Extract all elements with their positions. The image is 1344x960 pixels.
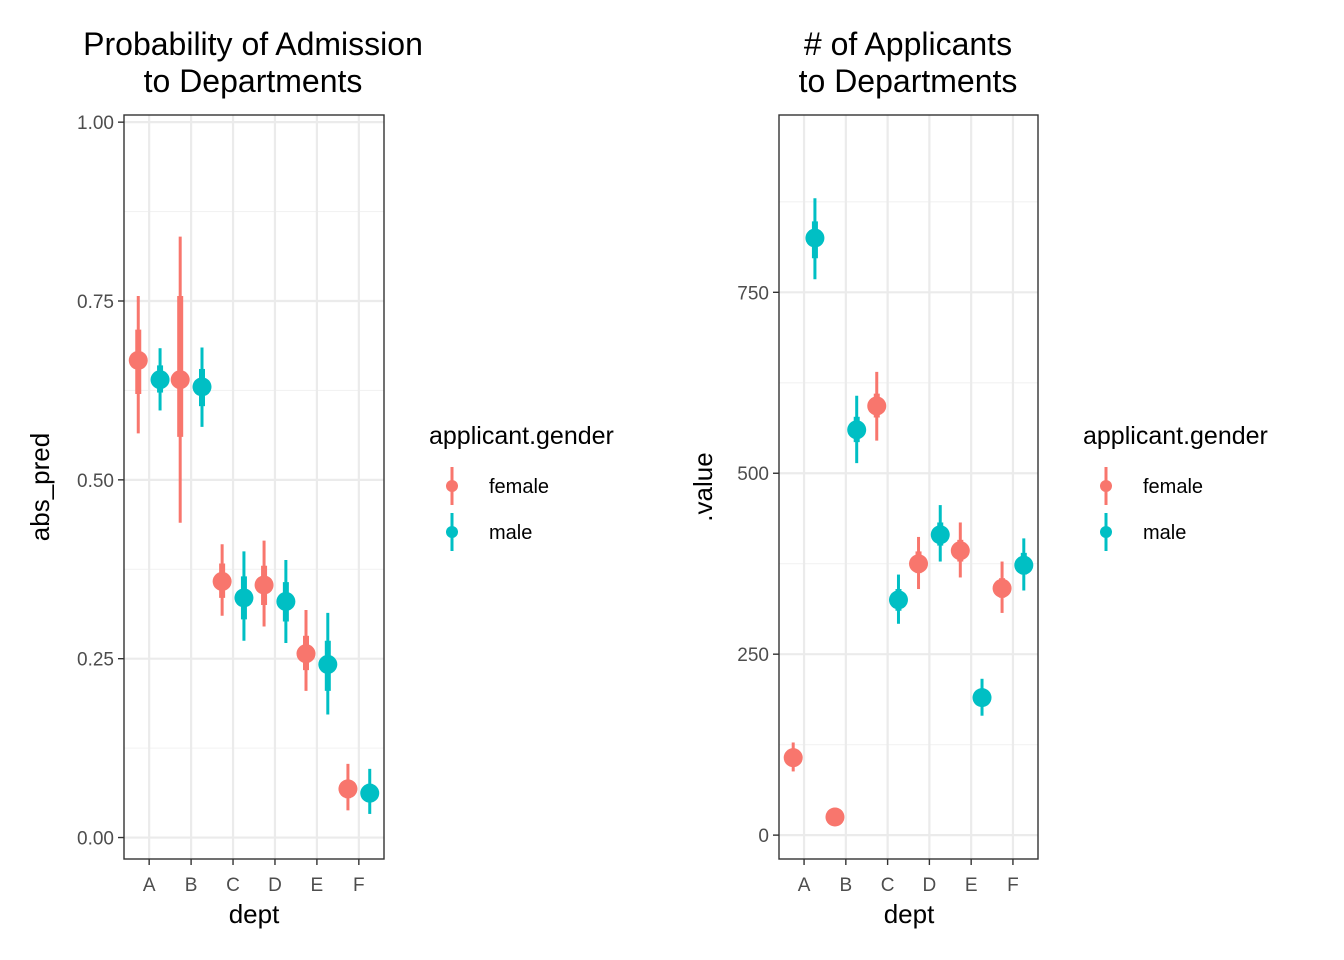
y-tick-label: 250	[737, 645, 769, 666]
x-tick-label: D	[268, 875, 282, 896]
data-point	[805, 228, 825, 248]
y-tick-label: 0	[758, 826, 769, 847]
data-point	[992, 578, 1012, 598]
data-point	[318, 654, 338, 674]
chart-title-line-2: to Departments	[144, 63, 363, 99]
plot-grid	[124, 115, 384, 859]
plot-axes: 0.00 0.25 0.50 0.75 1.00 A B C D E F	[77, 113, 365, 896]
applicant-count-chart: # of Applicants to Departments 0 250 500 75…	[688, 26, 1268, 929]
x-tick-label: E	[311, 875, 324, 896]
x-tick-label: B	[839, 875, 852, 896]
data-point	[170, 370, 190, 390]
data-point	[338, 779, 358, 799]
chart-title-line-1: Probability of Admission	[83, 26, 423, 62]
data-point	[276, 591, 296, 611]
data-point	[888, 590, 908, 610]
data-point	[212, 571, 232, 591]
data-point	[930, 525, 950, 545]
x-tick-label: A	[143, 875, 156, 896]
plot-marks	[783, 198, 1034, 827]
data-point	[296, 644, 316, 664]
legend-key-point	[446, 480, 458, 492]
x-tick-label: F	[1007, 875, 1019, 896]
data-point	[1014, 555, 1034, 575]
admission-probability-chart: Probability of Admission to Departments …	[25, 26, 614, 929]
data-point	[128, 350, 148, 370]
legend-key-point	[446, 526, 458, 538]
y-tick-label: 0.00	[77, 829, 114, 850]
data-point	[192, 377, 212, 397]
x-axis-title: dept	[884, 899, 935, 929]
y-tick-label: 0.25	[77, 650, 114, 671]
legend-key-point	[1100, 526, 1112, 538]
legend-item-label: female	[489, 476, 549, 498]
data-point	[825, 807, 845, 827]
legend-key-point	[1100, 480, 1112, 492]
data-point	[783, 748, 803, 768]
legend-item-label: female	[1143, 476, 1203, 498]
data-point	[972, 688, 992, 708]
data-point	[909, 554, 929, 574]
data-point	[150, 370, 170, 390]
y-tick-label: 750	[737, 283, 769, 304]
y-axis-title: .value	[688, 452, 718, 521]
data-point	[847, 420, 867, 440]
legend-title: applicant.gender	[429, 422, 614, 450]
legend-item-label: male	[1143, 522, 1186, 544]
x-tick-label: A	[798, 875, 811, 896]
data-point	[234, 588, 254, 608]
data-point	[867, 396, 887, 416]
x-axis-title: dept	[229, 899, 280, 929]
chart-title-line-2: to Departments	[799, 63, 1018, 99]
x-tick-label: C	[226, 875, 240, 896]
plot-panel-border	[778, 114, 1039, 860]
chart-title-line-1: # of Applicants	[804, 26, 1012, 62]
data-point	[950, 541, 970, 561]
plot-axes: 0 250 500 750 A B C D E F	[737, 283, 1018, 896]
legend-title: applicant.gender	[1083, 422, 1268, 450]
x-tick-label: D	[923, 875, 937, 896]
y-tick-label: 0.75	[77, 292, 114, 313]
data-point	[254, 575, 274, 595]
y-tick-label: 500	[737, 464, 769, 485]
legend: applicant.gender female male	[1083, 422, 1268, 551]
legend: applicant.gender female male	[429, 422, 614, 551]
y-axis-title: abs_pred	[25, 433, 55, 541]
x-tick-label: E	[965, 875, 978, 896]
x-tick-label: C	[881, 875, 895, 896]
y-tick-label: 0.50	[77, 471, 114, 492]
plot-panel-border	[123, 114, 385, 860]
x-tick-label: F	[353, 875, 365, 896]
plot-marks	[128, 236, 380, 814]
legend-item-label: male	[489, 522, 532, 544]
y-tick-label: 1.00	[77, 113, 114, 134]
plot-grid	[779, 115, 1038, 859]
data-point	[360, 783, 380, 803]
x-tick-label: B	[185, 875, 198, 896]
